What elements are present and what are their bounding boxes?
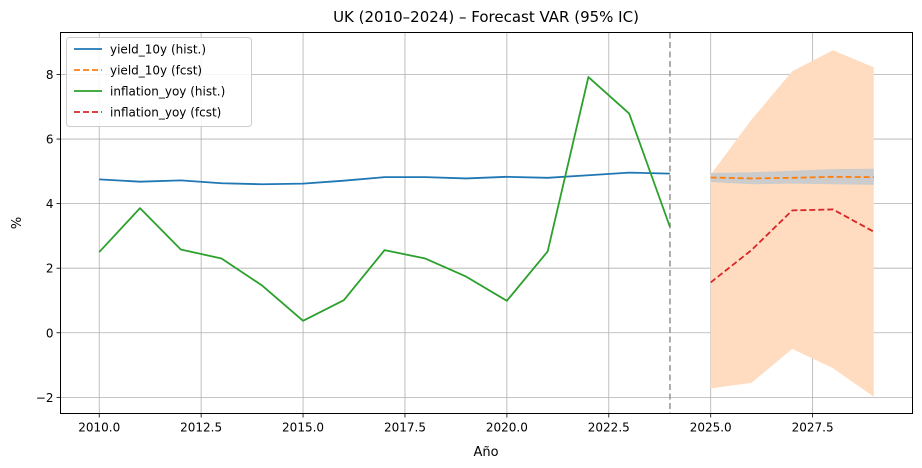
confidence-band <box>710 50 874 397</box>
series-line-2 <box>98 76 671 322</box>
legend-label: yield_10y (fcst) <box>110 64 202 78</box>
x-axis-label: Año <box>473 445 498 460</box>
y-axis-label: % <box>10 217 25 229</box>
y-tick-label: 8 <box>46 68 54 82</box>
x-tick-label: 2022.5 <box>588 421 630 435</box>
chart-title: UK (2010–2024) – Forecast VAR (95% IC) <box>333 8 639 26</box>
confidence-band <box>710 168 874 185</box>
y-axis-ticks: −2 0 2 4 6 8 <box>36 68 61 405</box>
legend-box <box>66 37 252 127</box>
y-tick-label: 2 <box>46 262 54 276</box>
series-line-3 <box>710 208 875 284</box>
plot-frame <box>60 32 913 414</box>
series-line-0 <box>99 171 670 186</box>
legend-label: inflation_yoy (fcst) <box>110 106 221 120</box>
y-tick-label: 4 <box>46 197 54 211</box>
x-tick-label: 2015.0 <box>282 421 324 435</box>
x-tick-label: 2017.5 <box>384 421 426 435</box>
y-tick-label: 6 <box>46 133 54 147</box>
series-line-1 <box>710 175 874 180</box>
y-tick-label: 0 <box>46 326 54 340</box>
x-tick-label: 2027.5 <box>792 421 834 435</box>
x-tick-label: 2025.0 <box>690 421 732 435</box>
x-tick-label: 2012.5 <box>180 421 222 435</box>
legend: yield_10y (hist.) yield_10y (fcst) inflati… <box>66 37 252 127</box>
series-lines <box>98 76 875 322</box>
confidence-bands <box>710 50 874 397</box>
y-tick-label: −2 <box>36 391 54 405</box>
x-tick-label: 2010.0 <box>78 421 120 435</box>
x-tick-label: 2020.0 <box>486 421 528 435</box>
legend-label: inflation_yoy (hist.) <box>110 85 225 99</box>
x-axis-ticks: 2010.0 2012.5 2015.0 2017.5 2020.0 2022.5 2025… <box>78 413 834 435</box>
legend-label: yield_10y (hist.) <box>110 43 206 57</box>
